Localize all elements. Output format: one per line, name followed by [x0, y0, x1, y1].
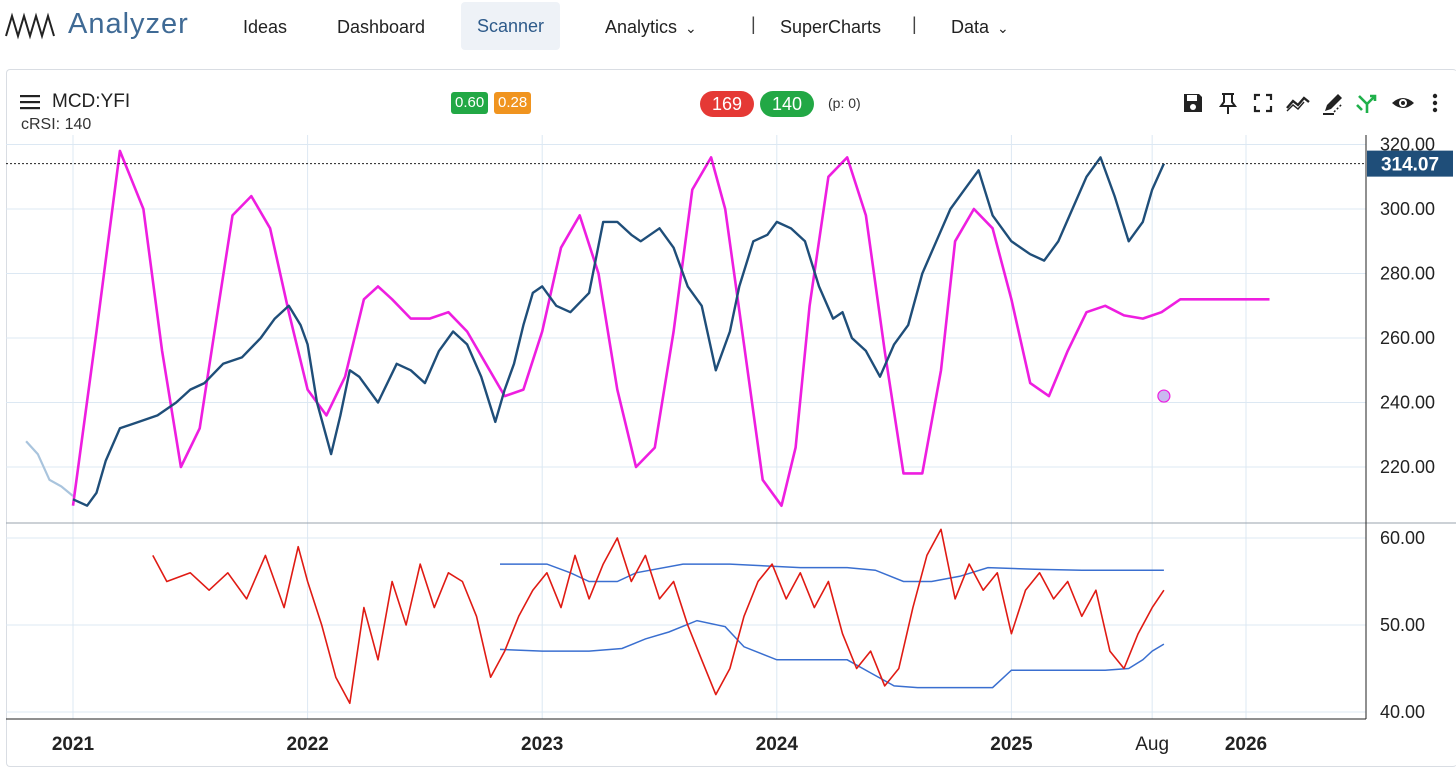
brand-name[interactable]: Analyzer: [68, 8, 189, 40]
save-icon[interactable]: [1180, 90, 1206, 116]
nav-item-scanner[interactable]: Scanner: [461, 2, 561, 50]
score-badge-green: 0.60: [451, 92, 489, 114]
chevron-down-icon: ⌄: [685, 20, 697, 36]
nav-divider: |: [751, 14, 756, 34]
nav-item-analytics-label: Analytics: [605, 17, 678, 37]
indicator-label: cRSI: 140: [21, 116, 92, 133]
nav-divider: |: [912, 14, 917, 34]
count-pill-red: 169: [700, 91, 754, 117]
nav-item-supercharts[interactable]: SuperCharts: [780, 17, 882, 37]
nav-item-data-label: Data: [951, 17, 990, 37]
fork-signal-icon[interactable]: [1355, 90, 1381, 116]
brand-wave-icon: [5, 12, 55, 40]
nav-item-ideas[interactable]: Ideas: [243, 17, 288, 37]
draw-pencil-icon[interactable]: [1320, 90, 1346, 116]
p-value: (p: 0): [828, 95, 861, 111]
score-badge-orange: 0.28: [494, 92, 532, 114]
eye-icon[interactable]: [1390, 90, 1416, 116]
more-vertical-icon[interactable]: [1425, 90, 1445, 116]
menu-icon[interactable]: [20, 94, 42, 110]
symbol-title[interactable]: MCD:YFI: [52, 91, 131, 112]
nav-item-dashboard[interactable]: Dashboard: [337, 17, 426, 37]
chevron-down-icon: ⌄: [997, 20, 1009, 36]
count-pill-green: 140: [760, 91, 814, 117]
fullscreen-icon[interactable]: [1250, 90, 1276, 116]
chart-panel: [6, 69, 1456, 767]
nav-item-analytics[interactable]: Analytics ⌄: [605, 14, 697, 40]
nav-item-data[interactable]: Data ⌄: [951, 14, 1009, 40]
trend-icon[interactable]: [1285, 90, 1311, 116]
pin-icon[interactable]: [1215, 90, 1241, 116]
top-nav: Analyzer Ideas Dashboard Scanner Analyti…: [0, 0, 1456, 52]
